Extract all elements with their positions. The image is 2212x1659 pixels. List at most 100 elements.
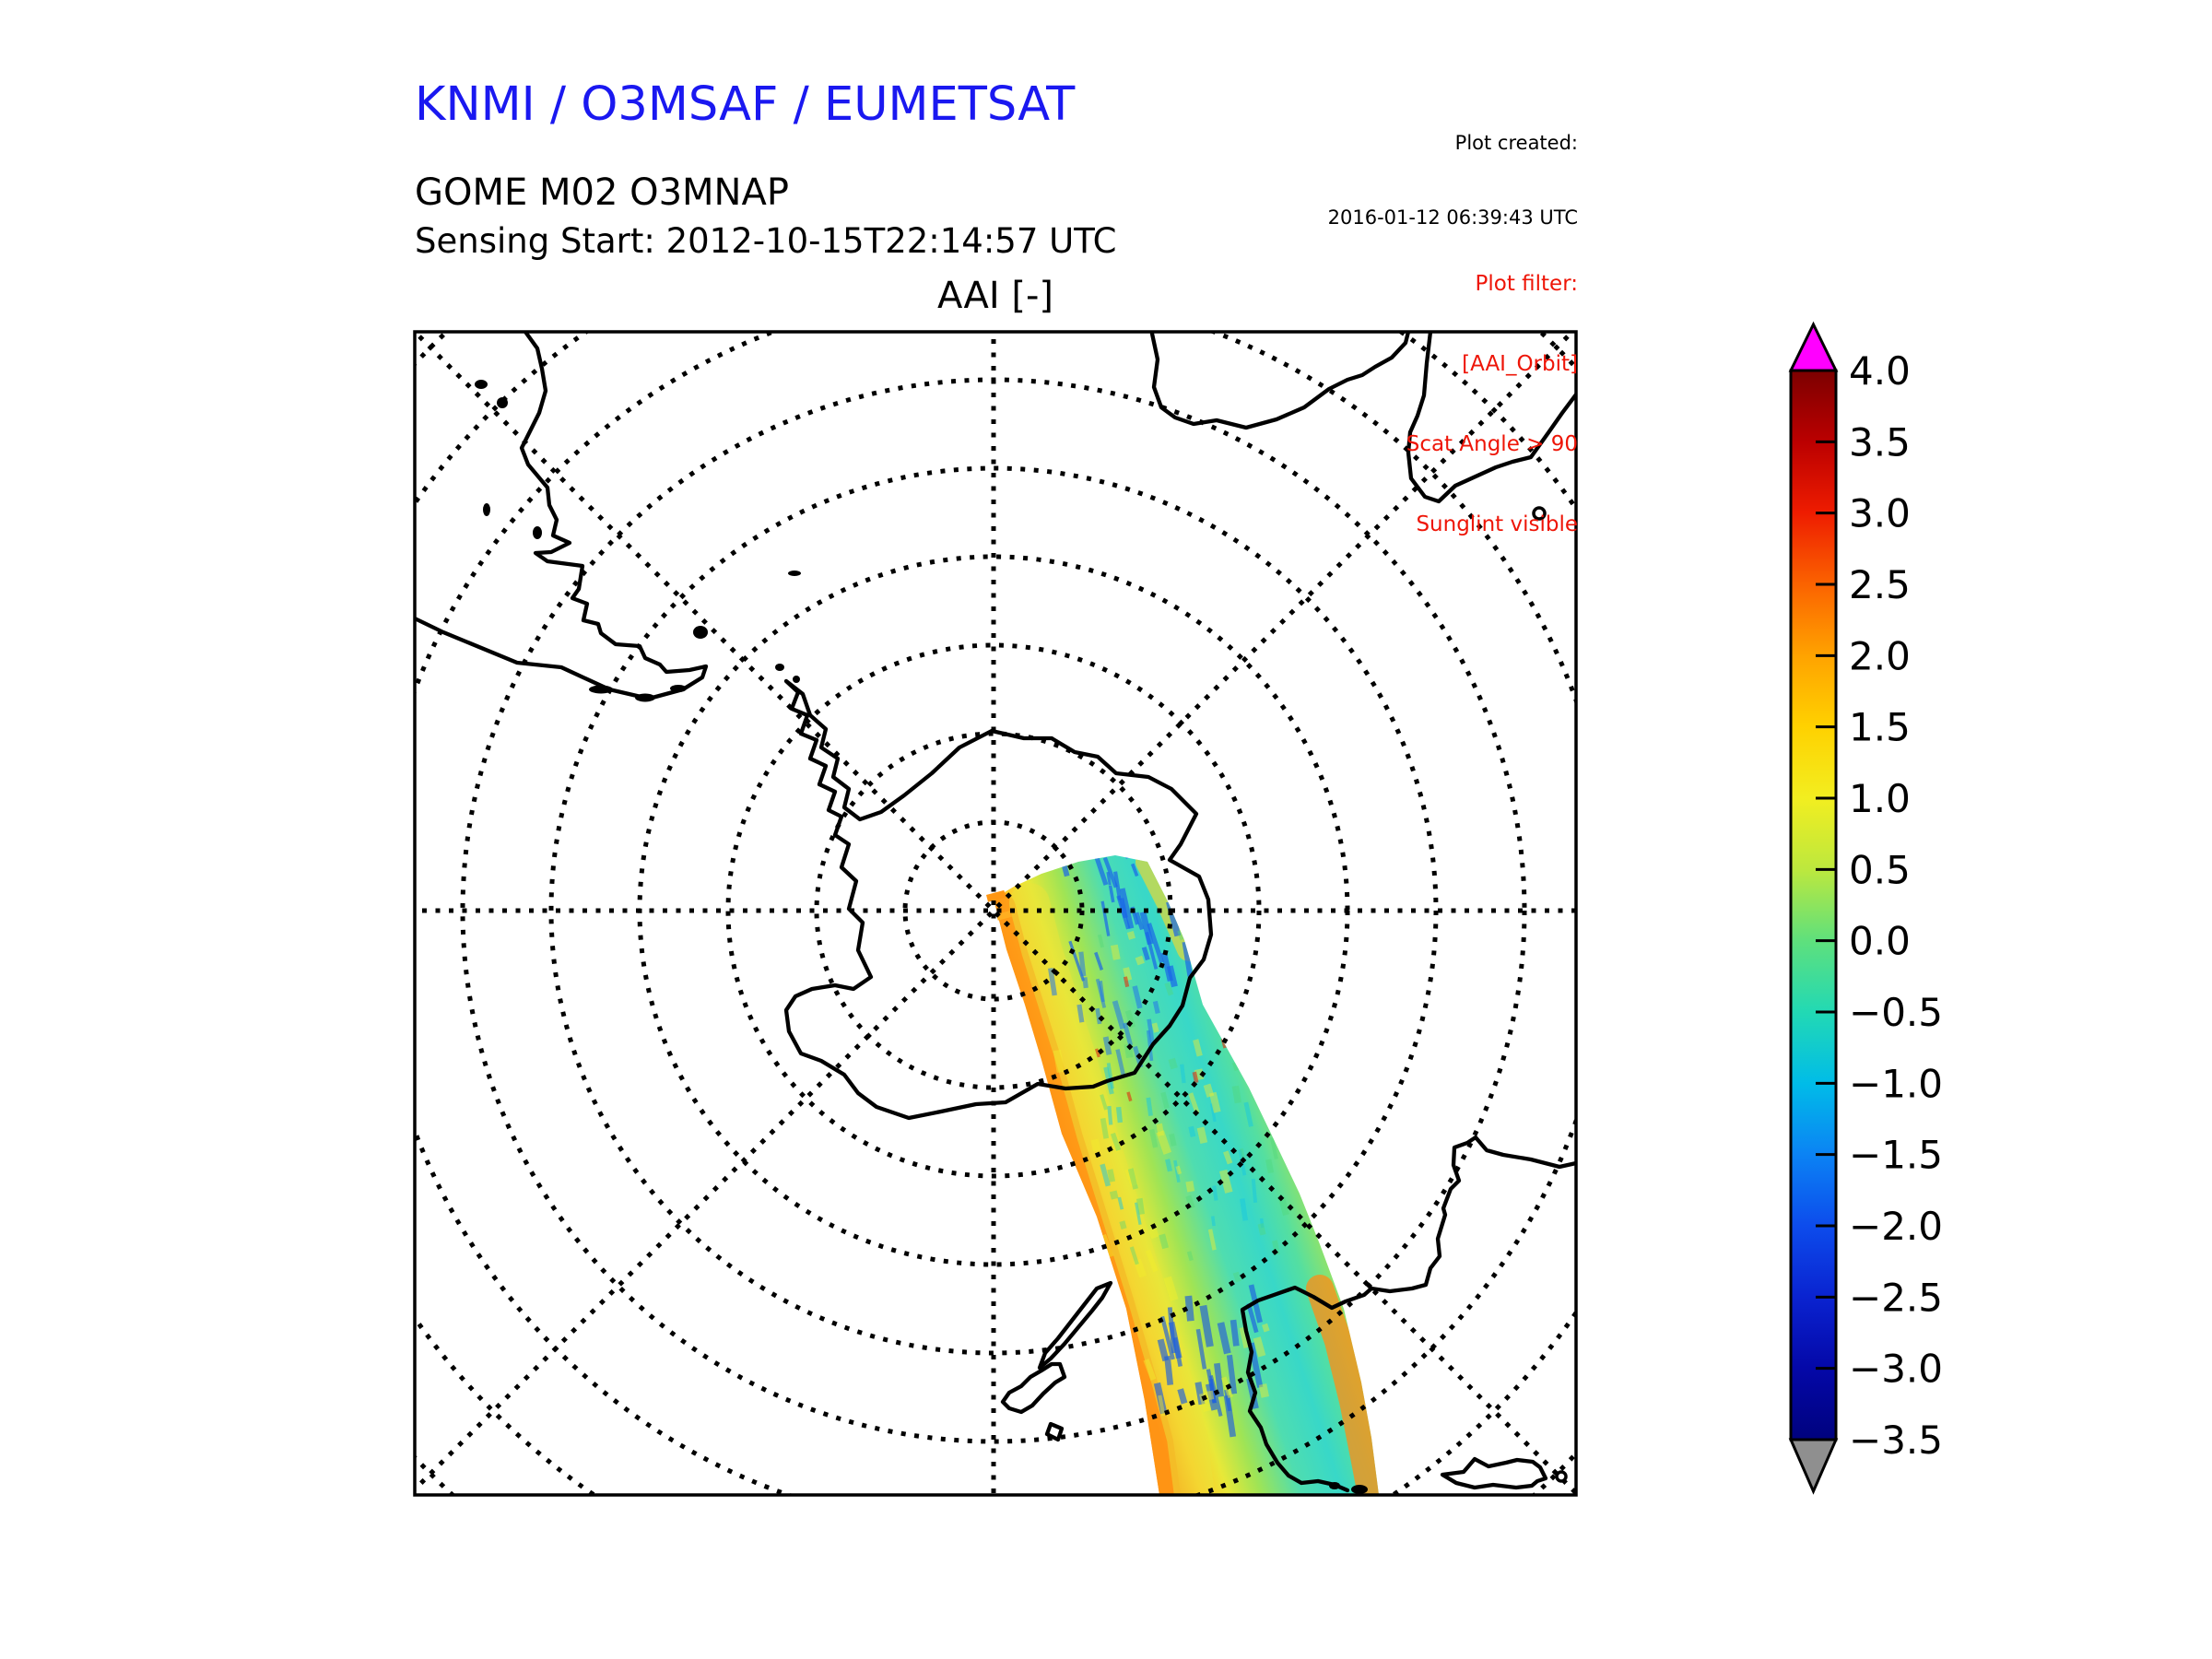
swath-noise-streak	[1102, 1036, 1112, 1055]
swath-noise-streak	[1097, 934, 1105, 948]
swath-noise-streak	[1158, 1394, 1166, 1417]
swath-noise-streak	[1135, 1197, 1145, 1215]
swath-noise-streak	[1239, 1326, 1253, 1348]
small-island	[483, 503, 490, 516]
swath-noise-streak	[1151, 1022, 1159, 1033]
swath-noise-streak	[1277, 1125, 1288, 1147]
swath-noise-streak	[1226, 915, 1231, 924]
colorbar-tick-label: −2.5	[1849, 1275, 1943, 1320]
swath-noise-streak	[1212, 1185, 1218, 1201]
swath-noise-streak	[1082, 977, 1088, 989]
swath-noise-streak	[1048, 968, 1057, 996]
swath-noise-streak	[1133, 1258, 1147, 1278]
swath-noise-streak	[1134, 912, 1145, 931]
small-island	[693, 626, 708, 639]
swath-noise-streak	[1088, 1227, 1096, 1238]
swath-noise-streak	[1053, 1049, 1065, 1073]
swath-noise-streak	[1110, 944, 1121, 960]
plot-filter-line: Scat Angle > 90	[1406, 432, 1578, 456]
swath-noise-streak	[1208, 1374, 1223, 1417]
swath-noise-streak	[1209, 1091, 1221, 1113]
colorbar-gradient-bar	[1789, 369, 1838, 1441]
swath-noise-streak	[1094, 951, 1104, 971]
swath-noise-streak	[1257, 1223, 1266, 1236]
swath-noise-streak	[1196, 1126, 1208, 1145]
colorbar-tick-label: −0.5	[1849, 990, 1943, 1035]
swath-noise-streak	[1123, 967, 1133, 982]
colorbar-tick-label: 1.0	[1849, 776, 1911, 821]
swath-noise-streak	[1141, 947, 1150, 961]
swath-noise-streak	[1148, 1128, 1159, 1148]
swath-noise-streak	[1207, 1229, 1217, 1251]
coastline-australia-bight	[1149, 332, 1411, 430]
swath-start-chip	[995, 910, 1013, 921]
swath-noise-streak	[1194, 1068, 1205, 1081]
swath-noise-streak	[1090, 1138, 1101, 1152]
swath-noise-streak	[1156, 1123, 1165, 1136]
swath-noise-streak	[1082, 1257, 1094, 1278]
swath-noise-streak	[1115, 1049, 1126, 1077]
swath-noise-streak	[1180, 1064, 1186, 1084]
coastline-layer	[415, 332, 1576, 1494]
swath-noise-streak	[1177, 1388, 1188, 1405]
swath-noise-streak	[1077, 1004, 1085, 1023]
swath-noise-streak	[1123, 1022, 1134, 1046]
page-title: KNMI / O3MSAF / EUMETSAT	[415, 77, 1076, 132]
swath-noise-streak	[1143, 1359, 1157, 1381]
swath-noise-streak	[1110, 1132, 1122, 1151]
swath-noise-streak	[1188, 1092, 1200, 1114]
swath-noise-streak	[1209, 1102, 1217, 1123]
ring-island	[1532, 506, 1547, 521]
swath-noise-streak	[1231, 1061, 1241, 1072]
swath-noise-streak	[1243, 1101, 1253, 1127]
swath-noise-streak	[1078, 951, 1087, 977]
swath-noise-streak	[1198, 855, 1209, 878]
colorbar-tick-label: −3.0	[1849, 1347, 1943, 1392]
plot-created-block: Plot created: 2016-01-12 06:39:43 UTC	[1328, 81, 1578, 280]
map-border	[413, 330, 1578, 1497]
swath-noise-streak	[1135, 955, 1145, 966]
swath-noise-streak	[1165, 1159, 1173, 1172]
swath-noise-streak	[1232, 1271, 1241, 1283]
swath-noise-streak	[1199, 1304, 1214, 1347]
swath-noise-streak	[1112, 1000, 1126, 1030]
swath-noise-streak	[1182, 941, 1194, 977]
swath-noise-streak	[1159, 1233, 1170, 1250]
swath-noise-streak	[1107, 1105, 1113, 1125]
swath-noise-streak	[1259, 1218, 1265, 1229]
swath-noise-streak	[1163, 1276, 1179, 1301]
swath-noise-streak	[1156, 1130, 1172, 1155]
swath-noise-streak	[1270, 1045, 1276, 1053]
swath-noise-streak	[1267, 1041, 1274, 1051]
plot-filter-line: [AAI_Orbit]	[1462, 352, 1578, 376]
swath-noise-streak	[1152, 1000, 1160, 1014]
swath-noise-streak	[1147, 923, 1164, 964]
swath-noise-streak	[1189, 950, 1195, 960]
swath-noise-streak	[1262, 1323, 1270, 1333]
coastline-australia-se	[1406, 332, 1576, 504]
swath-noise-streak	[1175, 1165, 1182, 1175]
colorbar-tick-label: 0.0	[1849, 919, 1911, 964]
swath-noise-streak	[1166, 965, 1178, 988]
swath-noise-streak	[1258, 1383, 1269, 1398]
swath-noise-streak	[1127, 1168, 1138, 1190]
swath-noise-streak	[1226, 1354, 1238, 1394]
swath-noise-streak	[1112, 1141, 1120, 1153]
swath-noise-streak	[1242, 1060, 1250, 1072]
coastline-antarctica	[783, 678, 1214, 1121]
swath-noise-streak	[1214, 1362, 1224, 1397]
swath-base	[994, 855, 1379, 1495]
plot-filter-line: Plot filter:	[1475, 272, 1578, 296]
swath-noise-streak	[1099, 981, 1105, 1003]
swath-noise-streak	[1145, 1249, 1159, 1273]
small-island	[589, 685, 613, 694]
coastline-se-island-cluster	[1440, 1456, 1548, 1490]
swath-noise-streak	[1173, 1159, 1181, 1183]
swath-noise-streak	[1100, 1117, 1110, 1139]
plot-filter-line: Sunglint visible	[1416, 512, 1578, 536]
map-title: AAI [-]	[937, 275, 1053, 317]
swath-noise-streak	[1184, 1295, 1194, 1322]
swath-noise-streak	[1231, 1085, 1242, 1104]
